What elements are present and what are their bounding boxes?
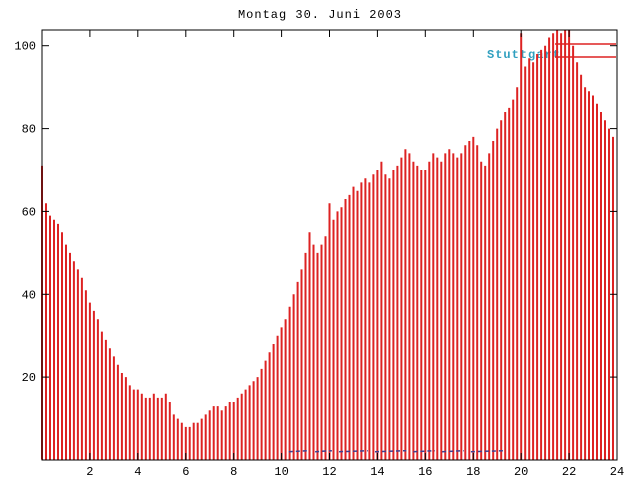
x-tick-label: 2 xyxy=(86,465,93,479)
x-tick-label: 20 xyxy=(514,465,528,479)
x-tick-label: 14 xyxy=(370,465,384,479)
x-tick-label: 24 xyxy=(610,465,624,479)
secondary-mark xyxy=(413,449,435,453)
x-tick-label: 8 xyxy=(230,465,237,479)
secondary-mark xyxy=(442,449,464,453)
secondary-mark xyxy=(374,449,407,453)
secondary-mark xyxy=(288,449,308,453)
x-tick-label: 6 xyxy=(182,465,189,479)
x-tick-label: 10 xyxy=(274,465,288,479)
y-tick-label: 60 xyxy=(22,205,36,219)
x-tick-label: 4 xyxy=(134,465,141,479)
x-tick-label: 16 xyxy=(418,465,432,479)
x-tick-label: 22 xyxy=(562,465,576,479)
x-tick-label: 18 xyxy=(466,465,480,479)
secondary-mark xyxy=(339,449,368,453)
secondary-mark xyxy=(315,449,332,453)
y-tick-label: 100 xyxy=(14,40,36,54)
x-tick-label: 12 xyxy=(322,465,336,479)
secondary-mark xyxy=(470,449,505,453)
y-tick-label: 20 xyxy=(22,371,36,385)
chart-title: Montag 30. Juni 2003 xyxy=(237,8,403,22)
y-tick-label: 40 xyxy=(22,288,36,302)
y-tick-label: 80 xyxy=(22,123,36,137)
